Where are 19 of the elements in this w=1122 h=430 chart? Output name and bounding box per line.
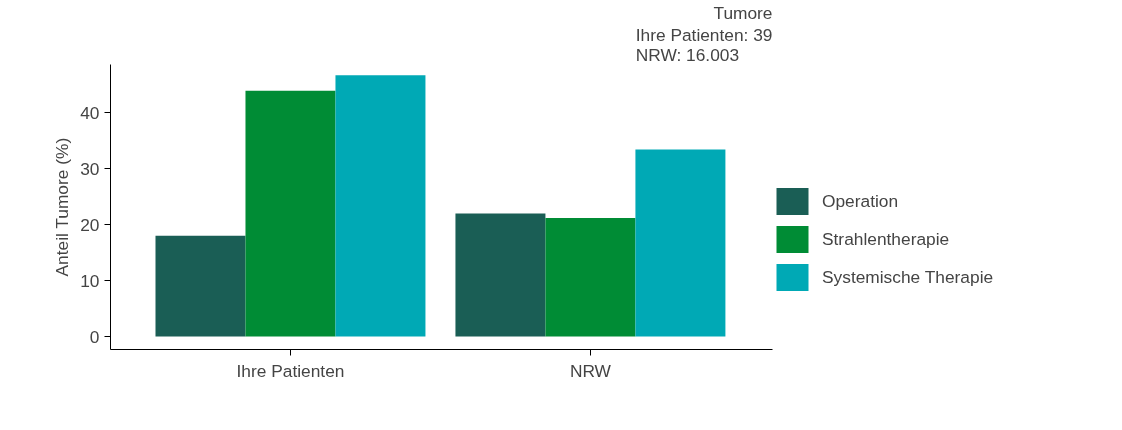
x-tick-label: Ihre Patienten xyxy=(236,360,345,381)
y-axis-title: Anteil Tumore (%) xyxy=(52,137,73,277)
y-tick-label: 0 xyxy=(89,326,100,347)
bar xyxy=(635,149,726,337)
bar xyxy=(245,90,336,337)
bar xyxy=(335,75,426,337)
y-tick-label: 40 xyxy=(80,102,100,123)
bar xyxy=(155,235,246,337)
legend-label: Operation xyxy=(822,190,899,212)
x-tick-label: NRW xyxy=(569,360,612,381)
legend-label: Strahlentherapie xyxy=(822,228,950,250)
chart-subtitle: Ihre Patienten: 39 NRW: 16.003 xyxy=(635,24,773,65)
bar xyxy=(545,217,636,337)
chart-title: Tumore xyxy=(713,2,773,23)
y-tick-label: 10 xyxy=(80,270,100,291)
bar xyxy=(455,213,546,337)
legend-label: Systemische Therapie xyxy=(822,266,994,288)
y-tick-label: 30 xyxy=(80,158,100,179)
y-tick-label: 20 xyxy=(80,214,100,235)
